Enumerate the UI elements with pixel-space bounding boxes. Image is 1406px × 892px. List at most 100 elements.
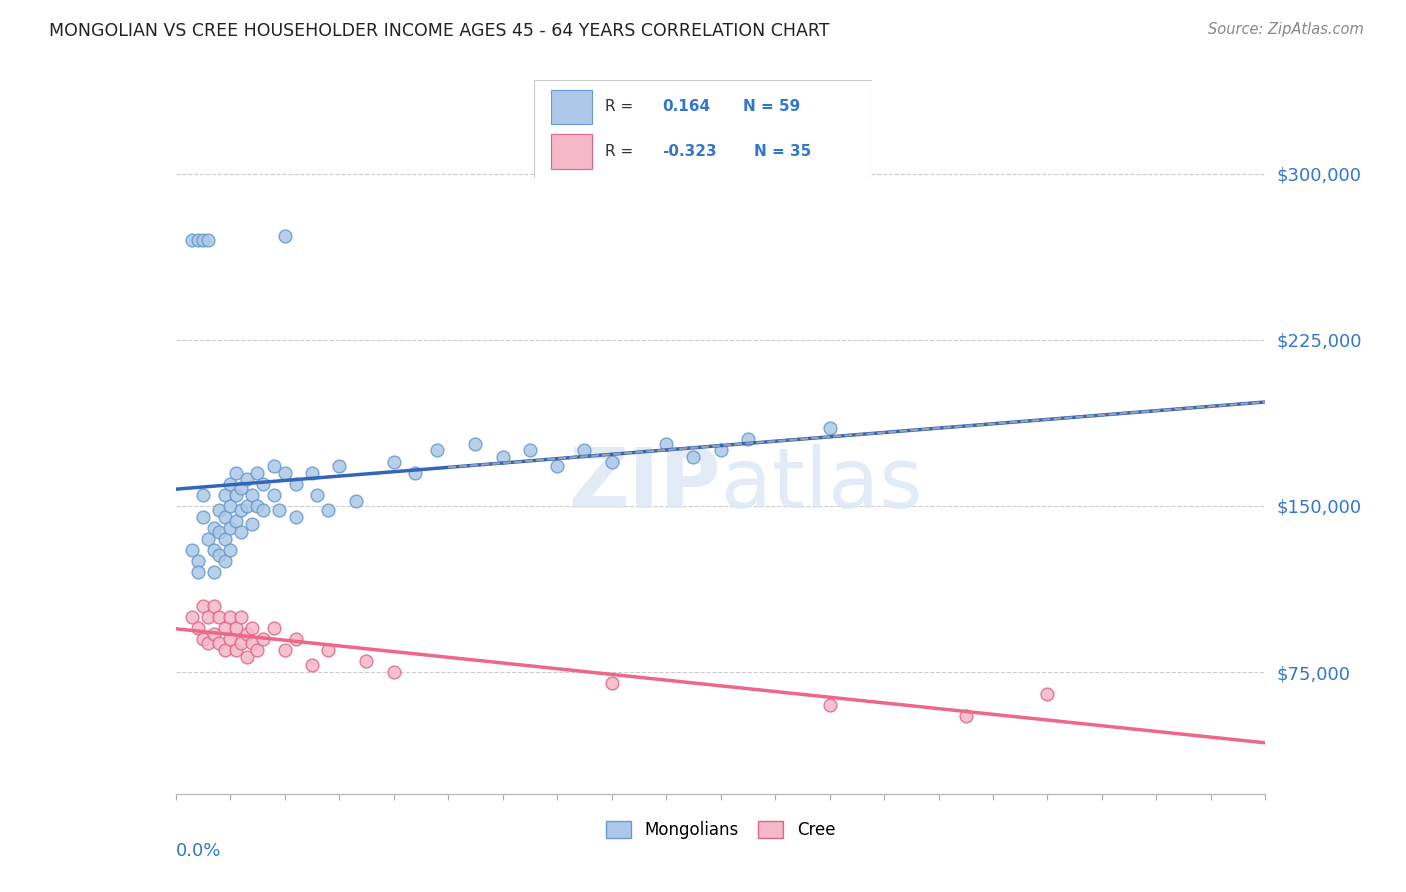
Point — [284, 476, 307, 491]
Point — [240, 488, 263, 502]
Point — [240, 621, 263, 635]
Point — [197, 636, 219, 650]
Point — [225, 621, 247, 635]
Point — [186, 566, 209, 580]
Point — [191, 510, 214, 524]
Point — [710, 443, 733, 458]
Text: ZIP: ZIP — [568, 444, 721, 525]
Point — [231, 609, 253, 624]
Text: 0.0%: 0.0% — [176, 842, 221, 860]
Point — [274, 466, 297, 480]
Point — [191, 599, 214, 613]
Point — [818, 421, 841, 435]
Point — [219, 476, 242, 491]
Point — [214, 643, 236, 657]
Point — [269, 503, 291, 517]
Point — [231, 481, 253, 495]
Point — [208, 525, 231, 540]
Point — [214, 510, 236, 524]
Point — [225, 488, 247, 502]
Point — [202, 627, 225, 641]
Point — [737, 433, 759, 447]
Point — [301, 658, 323, 673]
Point — [382, 665, 405, 679]
Point — [252, 476, 274, 491]
Point — [263, 458, 285, 473]
Point — [382, 454, 405, 468]
Point — [301, 466, 323, 480]
Point — [225, 514, 247, 528]
Text: N = 35: N = 35 — [754, 145, 811, 160]
Point — [208, 503, 231, 517]
Point — [186, 233, 209, 247]
Point — [181, 543, 204, 558]
Point — [246, 466, 269, 480]
Point — [818, 698, 841, 713]
Point — [356, 654, 378, 668]
Point — [208, 609, 231, 624]
Point — [955, 709, 977, 723]
Text: Source: ZipAtlas.com: Source: ZipAtlas.com — [1208, 22, 1364, 37]
Bar — [551, 134, 592, 169]
Point — [214, 621, 236, 635]
Point — [197, 532, 219, 546]
Point — [235, 627, 257, 641]
Point — [240, 636, 263, 650]
Point — [219, 632, 242, 646]
Point — [318, 503, 340, 517]
Point — [186, 554, 209, 568]
Point — [225, 466, 247, 480]
Point — [225, 643, 247, 657]
Point — [284, 632, 307, 646]
Point — [464, 437, 486, 451]
Point — [263, 621, 285, 635]
Point — [235, 472, 257, 486]
Point — [426, 443, 449, 458]
Point — [202, 599, 225, 613]
Point — [263, 488, 285, 502]
Point — [214, 554, 236, 568]
Point — [252, 632, 274, 646]
Point — [219, 521, 242, 535]
Point — [344, 494, 367, 508]
Text: R =: R = — [605, 145, 633, 160]
Point — [191, 488, 214, 502]
Point — [235, 499, 257, 513]
Text: R =: R = — [605, 99, 633, 114]
Point — [318, 643, 340, 657]
Point — [231, 525, 253, 540]
Point — [197, 609, 219, 624]
Point — [600, 454, 623, 468]
Point — [600, 676, 623, 690]
Point — [519, 443, 541, 458]
Point — [202, 543, 225, 558]
Point — [307, 488, 329, 502]
Text: 0.164: 0.164 — [662, 99, 710, 114]
Point — [492, 450, 515, 464]
Point — [405, 466, 427, 480]
Point — [240, 516, 263, 531]
Point — [274, 228, 297, 243]
Point — [246, 499, 269, 513]
Point — [186, 621, 209, 635]
Point — [235, 649, 257, 664]
Point — [284, 510, 307, 524]
Point — [214, 532, 236, 546]
Point — [208, 548, 231, 562]
Legend: Mongolians, Cree: Mongolians, Cree — [598, 813, 844, 847]
Text: atlas: atlas — [721, 444, 922, 525]
Point — [219, 499, 242, 513]
Point — [252, 503, 274, 517]
Point — [219, 609, 242, 624]
Point — [274, 643, 297, 657]
Text: N = 59: N = 59 — [744, 99, 801, 114]
Point — [231, 636, 253, 650]
Point — [181, 609, 204, 624]
Point — [574, 443, 596, 458]
Point — [202, 566, 225, 580]
Point — [1036, 687, 1059, 701]
Point — [214, 488, 236, 502]
Text: -0.323: -0.323 — [662, 145, 717, 160]
Point — [202, 521, 225, 535]
Point — [682, 450, 704, 464]
